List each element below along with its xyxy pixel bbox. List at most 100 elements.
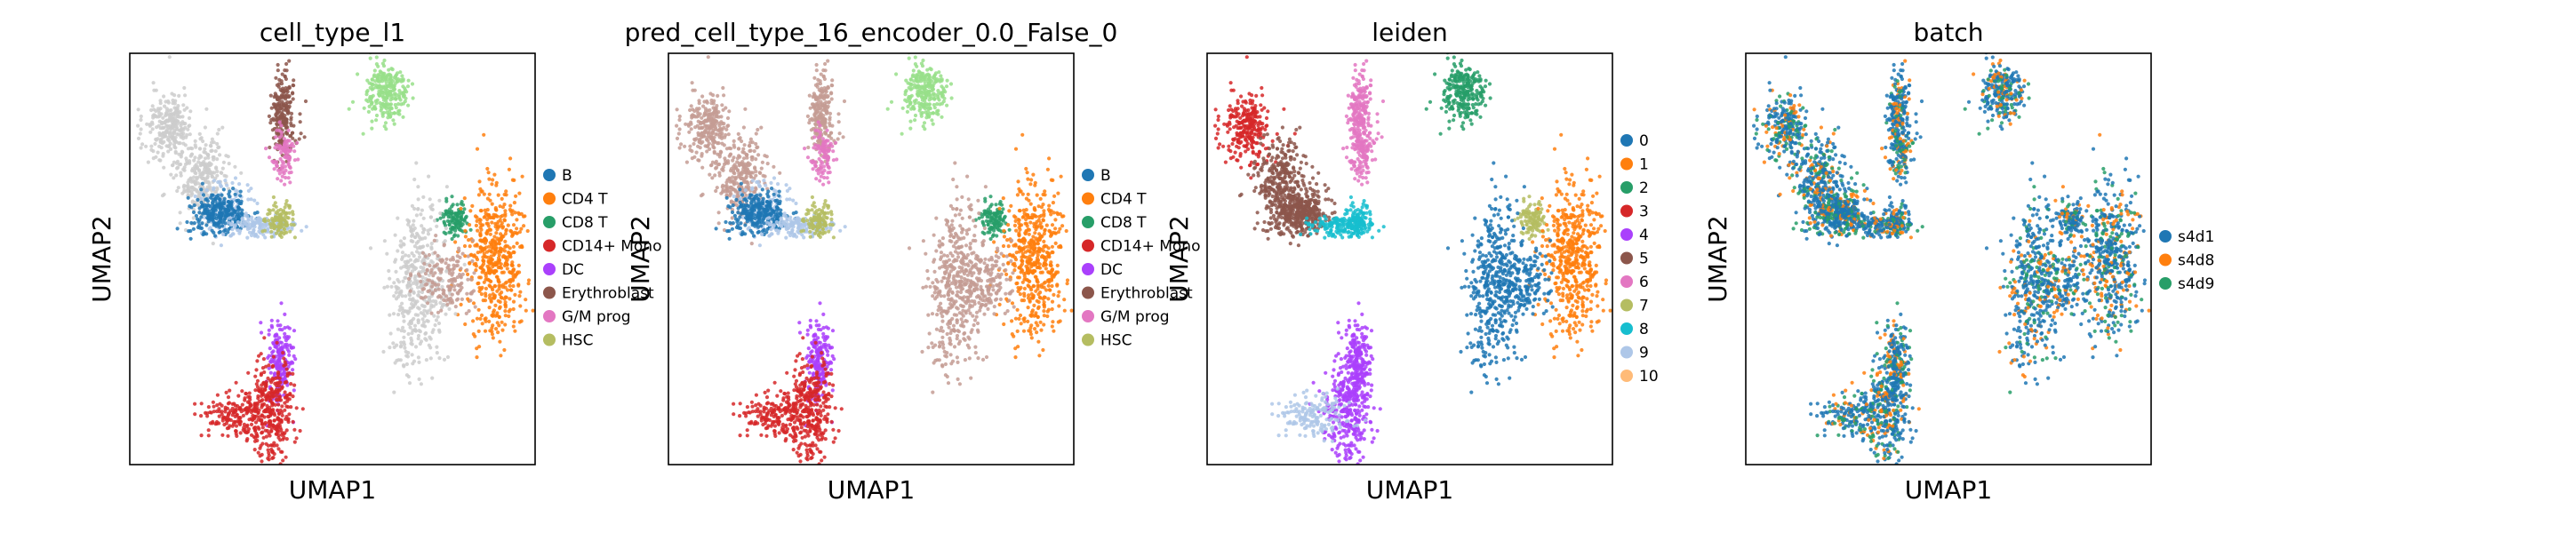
cell-point (272, 443, 276, 448)
cell-point (482, 132, 486, 137)
cell-point (370, 100, 374, 105)
cell-point (452, 228, 458, 233)
cell-point (277, 419, 282, 425)
cell-point (810, 195, 815, 200)
cell-point (211, 193, 215, 197)
cell-point (218, 153, 222, 157)
cell-point (218, 225, 222, 229)
cell-point (487, 283, 492, 288)
cell-point (471, 289, 476, 293)
cell-point (277, 171, 282, 176)
cell-point (420, 208, 424, 212)
cell-point (239, 171, 244, 175)
cell-point (481, 259, 485, 263)
cell-point (421, 227, 426, 231)
cell-point (275, 424, 279, 428)
cell-point (217, 410, 221, 414)
cell-point (267, 332, 271, 337)
cell-point (445, 302, 450, 306)
cell-point (747, 204, 751, 209)
cell-point (204, 143, 208, 147)
cell-point (503, 239, 508, 243)
cell-point (211, 400, 215, 404)
cell-point (526, 278, 532, 282)
cell-point (401, 279, 405, 283)
cell-point (175, 166, 180, 171)
cell-point (508, 297, 512, 301)
cell-point (406, 260, 411, 265)
cell-point (744, 174, 748, 179)
cell-point (382, 239, 387, 243)
cell-point (199, 204, 204, 209)
cell-point (264, 224, 268, 228)
cell-point (434, 299, 438, 304)
cell-point (422, 261, 427, 266)
cell-point (731, 221, 735, 226)
cell-point (475, 219, 479, 223)
cell-point (806, 221, 812, 227)
cell-point (447, 306, 452, 311)
cell-point (808, 235, 812, 239)
cell-point (172, 116, 178, 121)
cell-point (823, 230, 828, 235)
panel-frame (129, 52, 536, 465)
cell-point (482, 215, 486, 219)
cell-point (509, 209, 514, 214)
cell-point (425, 311, 429, 315)
cell-point (212, 234, 218, 238)
cell-point (437, 198, 442, 203)
cell-point (763, 174, 767, 179)
cell-point (437, 356, 442, 361)
cell-point (163, 134, 167, 139)
cell-point (217, 179, 221, 184)
cell-point (679, 142, 684, 147)
cell-point (420, 317, 425, 322)
cell-point (783, 224, 788, 228)
cell-point (478, 209, 484, 213)
cell-point (286, 405, 291, 410)
cell-point (223, 221, 228, 226)
cell-point (495, 236, 500, 241)
cell-point (234, 214, 238, 219)
cell-point (484, 316, 488, 321)
cell-point (729, 147, 733, 151)
cell-point (488, 293, 492, 298)
cell-point (493, 207, 498, 211)
cell-point (267, 450, 271, 455)
cell-point (263, 235, 268, 240)
cell-point (401, 77, 405, 82)
cell-point (204, 197, 209, 202)
cell-point (252, 228, 256, 233)
cell-point (714, 159, 719, 163)
legend-marker (543, 263, 556, 275)
cell-point (738, 226, 743, 231)
cell-point (426, 232, 431, 236)
cell-point (499, 232, 503, 236)
cell-point (774, 220, 780, 225)
cell-point (272, 411, 276, 416)
cell-point (228, 205, 232, 210)
cell-point (396, 327, 400, 331)
cell-point (493, 246, 498, 251)
cell-point (415, 246, 420, 251)
cell-point (459, 266, 463, 271)
cell-point (748, 144, 752, 148)
cell-point (822, 224, 828, 228)
cell-point (166, 144, 171, 148)
cell-point (482, 192, 486, 196)
cell-point (463, 254, 468, 259)
cell-point (700, 192, 705, 196)
cell-point (197, 174, 202, 179)
cell-point (477, 345, 482, 349)
cell-point (252, 434, 256, 439)
cell-point (249, 197, 253, 202)
cell-point (277, 135, 282, 139)
cell-point (158, 126, 163, 131)
cell-point (742, 143, 747, 147)
cell-point (290, 346, 294, 350)
cell-point (240, 224, 245, 228)
cell-point (760, 232, 764, 236)
cell-point (410, 269, 414, 274)
cell-point (443, 239, 447, 243)
